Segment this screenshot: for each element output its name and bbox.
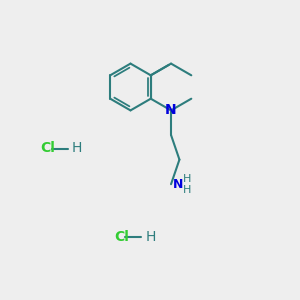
Text: N: N — [172, 178, 183, 191]
Text: H: H — [182, 174, 191, 184]
Text: H: H — [146, 230, 156, 244]
Text: H: H — [72, 142, 83, 155]
Text: N: N — [165, 103, 177, 117]
Text: Cl: Cl — [40, 142, 56, 155]
Text: Cl: Cl — [114, 230, 129, 244]
Text: H: H — [182, 184, 191, 195]
